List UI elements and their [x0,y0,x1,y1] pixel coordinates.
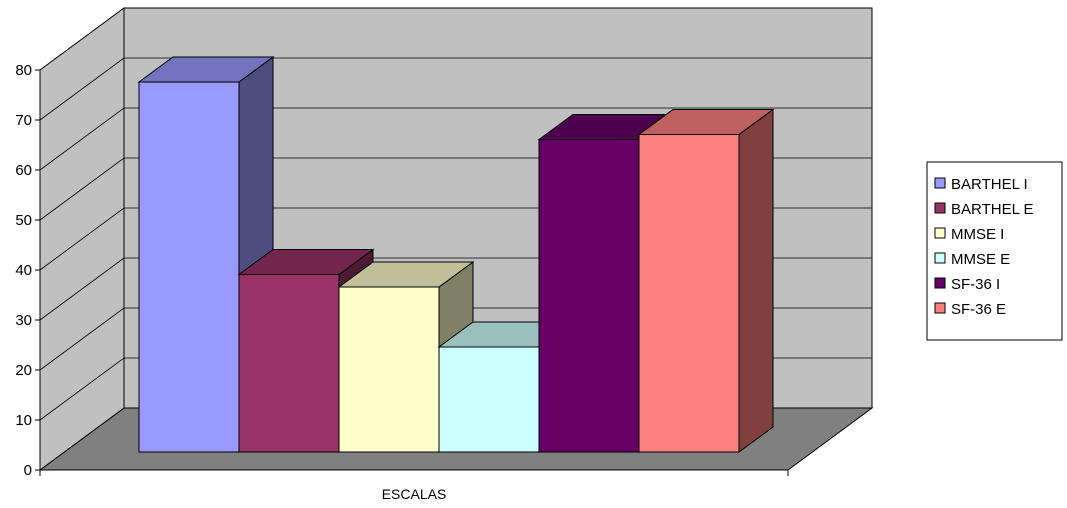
bar-side [738,108,774,453]
y-tick-label: 50 [15,212,32,229]
bar-front [138,81,240,453]
legend-swatch [934,252,946,264]
legend-item: BARTHEL I [934,176,1028,193]
gridline [39,57,872,121]
bar-front [338,286,440,453]
y-tick-label: 10 [15,412,32,429]
legend-swatch [934,227,946,239]
legend-label: MMSE I [951,226,1004,243]
bar-front [538,139,640,453]
y-tick-label: 20 [15,362,32,379]
legend-item: MMSE I [934,226,1004,243]
legend-swatch [934,302,946,314]
legend-label: SF-36 I [951,276,1000,293]
legend-swatch [934,202,946,214]
legend-swatch [934,177,946,189]
y-tick-label: 60 [15,162,32,179]
y-tick-label: 40 [15,262,32,279]
bar-sf-36-e [637,108,775,453]
legend-label: MMSE E [951,251,1010,268]
legend-item: SF-36 I [934,276,1000,293]
legend-label: BARTHEL E [951,201,1034,218]
legend: BARTHEL I BARTHEL E MMSE I MMSE E SF-36 I SF-… [926,161,1063,341]
legend-item: MMSE E [934,251,1010,268]
bar-front [438,346,540,453]
bar-front [638,134,740,453]
legend-item: BARTHEL E [934,201,1034,218]
legend-box [926,161,1063,341]
legend-swatch [934,277,946,289]
x-axis-label: ESCALAS [382,486,447,502]
y-axis: 0 10 20 30 40 50 60 70 80 [15,62,41,479]
y-tick-label: 70 [15,112,32,129]
legend-label: SF-36 E [951,301,1006,318]
x-axis: ESCALAS [39,470,789,502]
y-tick-label: 0 [24,462,32,479]
y-tick-label: 80 [15,62,32,79]
bar-front [238,274,340,453]
legend-label: BARTHEL I [951,176,1028,193]
bars [137,56,775,453]
gridline [39,107,872,171]
y-tick-label: 30 [15,312,32,329]
legend-item: SF-36 E [934,301,1006,318]
